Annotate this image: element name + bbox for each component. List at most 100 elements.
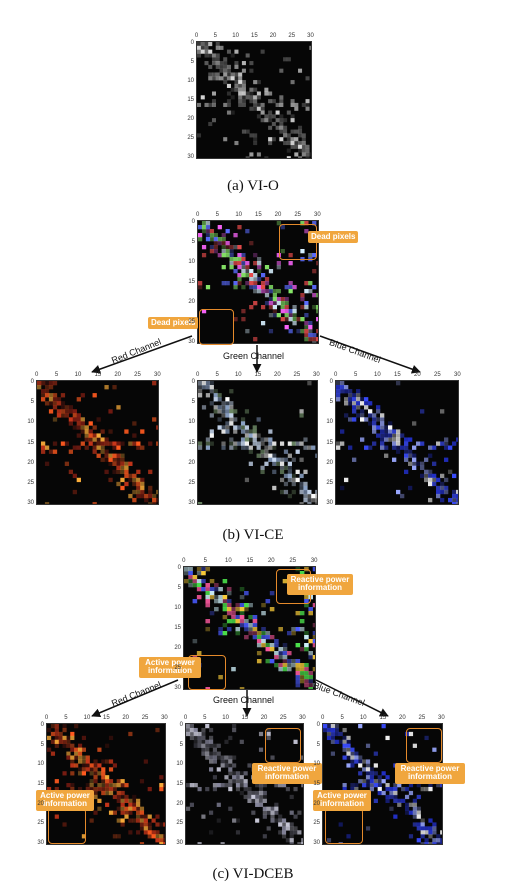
matrix-cell <box>428 786 433 792</box>
matrix-cell <box>291 631 296 636</box>
matrix-cell <box>228 767 233 772</box>
matrix-cell <box>216 767 221 772</box>
matrix-cell <box>285 826 290 831</box>
matrix-cell <box>381 771 386 776</box>
matrix-cell <box>312 253 317 258</box>
matrix-cell <box>228 755 233 760</box>
matrix-cell <box>230 95 235 100</box>
matrix-cell <box>213 237 218 242</box>
x-tick-label: 10 <box>222 715 229 721</box>
matrix-cell <box>424 473 429 479</box>
matrix-cell <box>412 461 417 466</box>
matrix-cell <box>373 779 378 784</box>
matrix-cell <box>308 683 314 688</box>
matrix-cell <box>245 269 250 274</box>
matrix-cell <box>248 627 253 632</box>
matrix-cell <box>416 838 421 843</box>
matrix-cell <box>198 225 203 230</box>
matrix-cell <box>235 786 241 792</box>
matrix-cell <box>344 477 349 483</box>
matrix-cell <box>205 751 210 756</box>
reactive-power-tag-green-text: Reactive power information <box>257 764 317 782</box>
matrix-cell <box>213 389 218 394</box>
matrix-cell <box>60 401 66 406</box>
matrix-cell <box>245 229 250 234</box>
matrix-cell <box>132 802 137 807</box>
x-tick-label: 10 <box>374 372 381 378</box>
matrix-cell <box>232 818 237 823</box>
matrix-cell <box>116 457 121 462</box>
matrix-cell <box>384 437 389 442</box>
matrix-cell <box>226 76 231 81</box>
matrix-cell <box>235 631 241 636</box>
matrix-cell <box>218 595 223 600</box>
matrix-cell <box>233 257 238 262</box>
matrix-cell <box>245 265 250 270</box>
matrix-cell <box>326 724 332 729</box>
matrix-cell <box>241 83 246 88</box>
matrix-cell <box>286 110 291 115</box>
matrix-cell <box>212 755 218 760</box>
matrix-cell <box>282 659 288 664</box>
matrix-cell <box>268 453 273 458</box>
matrix-cell <box>304 603 309 608</box>
matrix-cell <box>264 461 269 466</box>
matrix-cell <box>284 285 289 290</box>
y-tick-label: 0 <box>190 39 194 46</box>
matrix-cell <box>212 759 218 764</box>
matrix-cell <box>253 253 258 258</box>
matrix-cell <box>346 747 351 752</box>
matrix-cell <box>280 301 285 306</box>
matrix-cell <box>70 747 75 752</box>
matrix-cell <box>84 445 89 450</box>
matrix-cell <box>360 437 365 442</box>
matrix-cell <box>232 727 237 733</box>
matrix-cell <box>116 405 121 410</box>
matrix-cell <box>260 453 265 458</box>
matrix-cell <box>284 297 289 302</box>
matrix-cell <box>436 842 441 844</box>
matrix-cell <box>108 767 114 772</box>
matrix-cell <box>124 783 129 788</box>
matrix-cell <box>268 457 273 462</box>
matrix-cell <box>226 72 231 77</box>
active-power-tag-main: Active power information <box>139 657 201 678</box>
matrix-cell <box>136 469 141 475</box>
matrix-cell <box>385 786 390 792</box>
matrix-cell <box>364 405 369 410</box>
matrix-cell <box>237 245 242 250</box>
matrix-cell <box>147 786 152 792</box>
matrix-cell <box>225 245 230 250</box>
matrix-cell <box>88 441 93 446</box>
matrix-cell <box>136 798 141 804</box>
matrix-cell <box>229 405 234 410</box>
matrix-cell <box>295 477 300 483</box>
matrix-cell <box>112 783 117 788</box>
matrix-cell <box>248 445 253 450</box>
matrix-cell <box>81 767 87 772</box>
matrix-cell <box>424 842 429 844</box>
matrix-cell <box>253 133 258 138</box>
matrix-cell <box>140 481 145 487</box>
matrix-cell <box>266 826 271 831</box>
matrix-cell <box>54 814 59 819</box>
matrix-cell <box>205 743 210 748</box>
matrix-cell <box>288 289 293 294</box>
matrix-cell <box>112 810 117 815</box>
matrix-cell <box>244 445 250 450</box>
matrix-cell <box>376 433 381 438</box>
matrix-cell <box>229 437 234 442</box>
matrix-cell <box>155 814 160 819</box>
matrix-cell <box>253 140 258 146</box>
matrix-cell <box>404 810 410 815</box>
matrix-cell <box>305 148 310 153</box>
matrix-cell <box>342 727 347 733</box>
matrix-cell <box>105 779 110 784</box>
matrix-cell <box>143 814 148 819</box>
matrix-cell <box>330 751 336 756</box>
matrix-cell <box>308 253 313 258</box>
x-tick-label: 20 <box>274 212 282 218</box>
y-tick-label: 5 <box>40 741 44 748</box>
x-tick-label: 15 <box>251 33 258 39</box>
matrix-cell <box>101 783 106 788</box>
